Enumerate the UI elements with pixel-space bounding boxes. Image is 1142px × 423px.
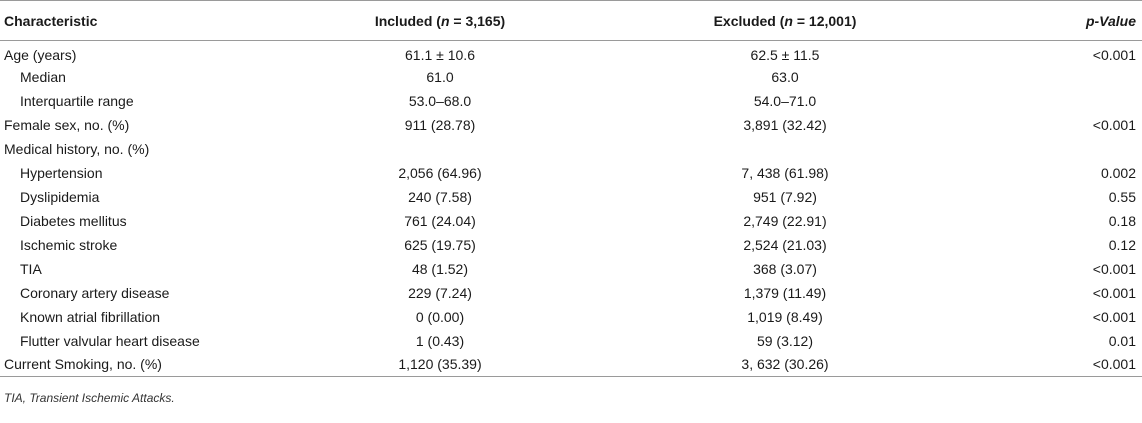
- row-p-value: <0.001: [1092, 116, 1136, 133]
- header-p-value: p-Value: [970, 0, 1142, 41]
- row-included-value: 61.0: [426, 68, 454, 85]
- table-row: Interquartile range 53.0–68.0 54.0–71.0: [0, 89, 1142, 113]
- table-footnote: TIA, Transient Ischemic Attacks.: [4, 391, 175, 405]
- row-p-value: 0.12: [1108, 236, 1136, 253]
- row-excluded-value: 3, 632 (30.26): [600, 352, 970, 377]
- table-row: TIA 48 (1.52) 368 (3.07) <0.001: [0, 257, 1142, 281]
- row-p-value: [970, 137, 1142, 161]
- row-included-value: 0 (0.00): [415, 308, 465, 325]
- row-characteristic: Known atrial fibrillation: [20, 308, 161, 325]
- header-included: Included (n = 3,165): [280, 0, 600, 41]
- row-included-value: 2,056 (64.96): [398, 164, 482, 181]
- row-included-value: 61.1 ± 10.6: [405, 46, 475, 63]
- row-excluded-value: 1,019 (8.49): [747, 308, 823, 325]
- row-excluded-value: 54.0–71.0: [753, 92, 817, 109]
- table-row: Current Smoking, no. (%) 1,120 (35.39) 3, …: [0, 352, 1142, 377]
- row-p-value: 0.01: [1108, 332, 1136, 349]
- row-p-value: <0.001: [1092, 284, 1136, 301]
- table-body: Age (years) 61.1 ± 10.6 62.5 ± 11.5 <0.001 M…: [0, 41, 1142, 377]
- table-row: Coronary artery disease 229 (7.24) 1,379 (…: [0, 281, 1142, 305]
- table-row: Median 61.0 63.0: [0, 65, 1142, 89]
- row-excluded-value: 62.5 ± 11.5: [750, 46, 820, 63]
- row-characteristic: Current Smoking, no. (%): [0, 352, 280, 377]
- table-row: Known atrial fibrillation 0 (0.00) 1,019 (…: [0, 305, 1142, 329]
- row-included-value: 53.0–68.0: [408, 92, 472, 109]
- row-p-value: <0.001: [970, 352, 1142, 377]
- row-p-value: [970, 89, 1142, 113]
- row-excluded-value: [600, 137, 970, 161]
- row-p-value: <0.001: [1092, 260, 1136, 277]
- baseline-characteristics-table-wrapper: Characteristic Included (n = 3,165) Excl…: [0, 0, 1142, 405]
- row-characteristic: Age (years): [4, 46, 77, 63]
- row-characteristic: Coronary artery disease: [20, 284, 170, 301]
- row-included-value: 1 (0.43): [415, 332, 465, 349]
- row-p-value: <0.001: [1092, 308, 1136, 325]
- row-p-value: <0.001: [1092, 46, 1136, 63]
- row-excluded-value: 3,891 (32.42): [743, 116, 827, 133]
- table-row: Ischemic stroke 625 (19.75) 2,524 (21.03) 0…: [0, 233, 1142, 257]
- table-row: Flutter valvular heart disease 1 (0.43) 59…: [0, 329, 1142, 353]
- row-excluded-value: 951 (7.92): [753, 188, 817, 205]
- row-characteristic: Interquartile range: [20, 92, 134, 109]
- table-row: Female sex, no. (%) 911 (28.78) 3,891 (32.…: [0, 113, 1142, 137]
- row-included-value: 229 (7.24): [408, 284, 472, 301]
- table-row: Hypertension 2,056 (64.96) 7, 438 (61.98) 0…: [0, 161, 1142, 185]
- row-characteristic: Flutter valvular heart disease: [20, 332, 200, 349]
- row-characteristic: Dyslipidemia: [20, 188, 100, 205]
- row-included-value: 48 (1.52): [411, 260, 469, 277]
- table-header: Characteristic Included (n = 3,165) Excl…: [0, 0, 1142, 41]
- row-included-value: 1,120 (35.39): [280, 352, 600, 377]
- table-row: Age (years) 61.1 ± 10.6 62.5 ± 11.5 <0.001: [0, 41, 1142, 65]
- row-p-value: 0.18: [1108, 212, 1136, 229]
- row-characteristic: Hypertension: [20, 164, 103, 181]
- row-p-value: [970, 65, 1142, 89]
- row-excluded-value: 2,749 (22.91): [743, 212, 827, 229]
- row-included-value: 911 (28.78): [404, 116, 476, 133]
- row-characteristic: Female sex, no. (%): [4, 116, 130, 133]
- table-row: Medical history, no. (%): [0, 137, 1142, 161]
- row-characteristic: TIA: [20, 260, 42, 277]
- row-characteristic: Diabetes mellitus: [20, 212, 127, 229]
- row-p-value: 0.002: [1100, 164, 1136, 181]
- row-characteristic: Median: [20, 68, 66, 85]
- row-p-value: 0.55: [1108, 188, 1136, 205]
- row-excluded-value: 7, 438 (61.98): [741, 164, 829, 181]
- row-excluded-value: 63.0: [771, 68, 799, 85]
- row-included-value: 761 (24.04): [404, 212, 476, 229]
- table-row: Diabetes mellitus 761 (24.04) 2,749 (22.91…: [0, 209, 1142, 233]
- header-row: Characteristic Included (n = 3,165) Excl…: [0, 0, 1142, 41]
- row-characteristic: Ischemic stroke: [20, 236, 118, 253]
- row-included-value: 240 (7.58): [408, 188, 472, 205]
- row-included-value: [280, 137, 600, 161]
- row-excluded-value: 2,524 (21.03): [743, 236, 827, 253]
- header-excluded: Excluded (n = 12,001): [600, 0, 970, 41]
- row-characteristic: Medical history, no. (%): [4, 140, 150, 157]
- table-row: Dyslipidemia 240 (7.58) 951 (7.92) 0.55: [0, 185, 1142, 209]
- baseline-characteristics-table: Characteristic Included (n = 3,165) Excl…: [0, 0, 1142, 377]
- row-excluded-value: 59 (3.12): [756, 332, 814, 349]
- header-characteristic: Characteristic: [0, 0, 280, 41]
- row-included-value: 625 (19.75): [404, 236, 476, 253]
- row-excluded-value: 1,379 (11.49): [743, 284, 827, 301]
- row-excluded-value: 368 (3.07): [753, 260, 817, 277]
